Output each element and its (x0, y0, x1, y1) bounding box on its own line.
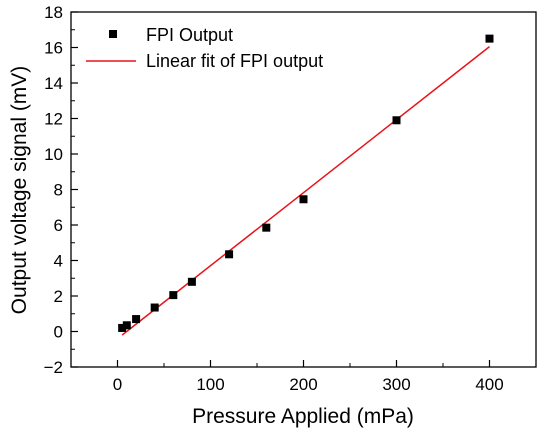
y-tick-label: 2 (54, 287, 63, 306)
x-tick-label: 300 (382, 375, 410, 394)
plot-area-frame (70, 11, 537, 368)
y-tick-label: 6 (54, 216, 63, 235)
data-point (392, 116, 401, 125)
legend-label-fpi-output: FPI Output (146, 25, 233, 45)
series-layer (118, 34, 494, 336)
x-tick-label: 200 (289, 375, 317, 394)
y-tick-label: −2 (44, 358, 63, 377)
data-point (132, 315, 141, 324)
data-point (169, 291, 178, 300)
y-tick-label: 16 (44, 39, 63, 58)
data-point (187, 277, 196, 286)
y-tick-label: 18 (44, 3, 63, 22)
x-tick-label: 100 (196, 375, 224, 394)
legend-label-linear-fit: Linear fit of FPI output (146, 51, 323, 71)
y-tick-label: 0 (54, 323, 63, 342)
data-point (262, 223, 271, 232)
data-point (225, 250, 234, 259)
y-tick-label: 4 (54, 252, 63, 271)
legend-marker-fpi-output (109, 30, 117, 38)
fit-line (121, 46, 490, 336)
data-point (485, 34, 494, 43)
x-axis-title: Pressure Applied (mPa) (192, 405, 414, 428)
y-tick-label: 10 (44, 145, 63, 164)
x-tick-label: 400 (475, 375, 503, 394)
legend: FPI Output Linear fit of FPI output (86, 25, 323, 71)
y-tick-label: 14 (44, 74, 63, 93)
ticks-layer: 0 100 200 300 400 −2 0 2 4 6 8 10 12 14 16 18 (44, 3, 537, 394)
data-point (150, 303, 159, 312)
y-axis-title: Output voltage signal (mV) (8, 66, 31, 315)
data-point (118, 323, 127, 332)
x-tick-label: 0 (113, 375, 122, 394)
data-point (122, 321, 131, 330)
y-tick-label: 12 (44, 110, 63, 129)
y-tick-label: 8 (54, 181, 63, 200)
data-point (299, 195, 308, 204)
